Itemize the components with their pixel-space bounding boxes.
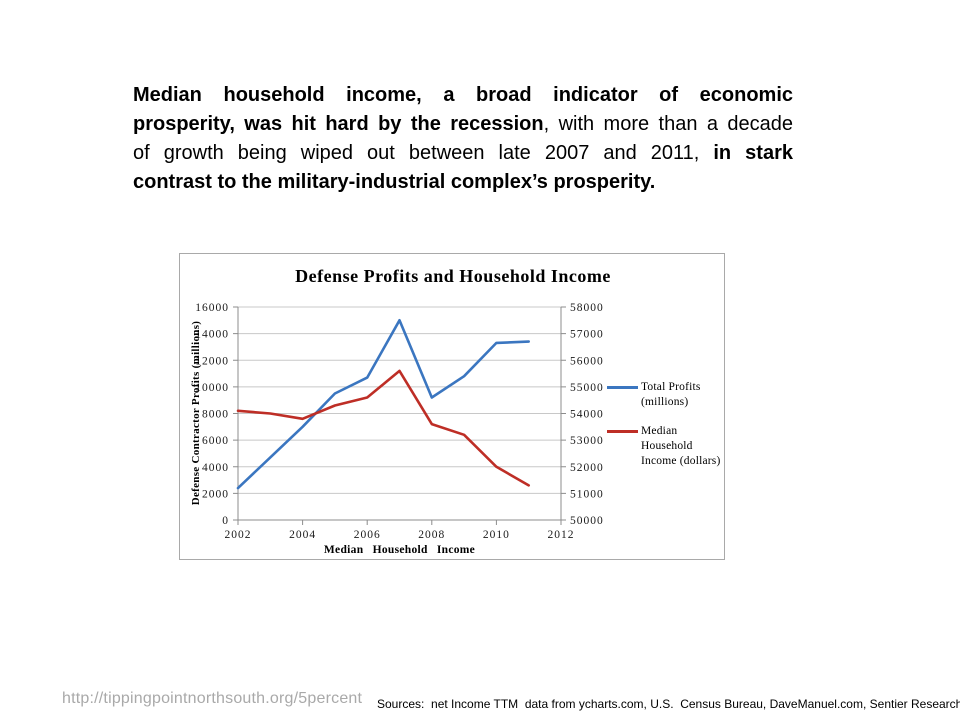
series-line-total-profits-millions- (236, 319, 531, 490)
footer-url-link[interactable]: http://tippingpointnorthsouth.org/5perce… (62, 690, 363, 707)
legend-label-line: Median (641, 425, 678, 437)
legend-label: Median Household Income (dollars) (641, 424, 721, 469)
legend-line-swatch (607, 430, 638, 433)
chart: 0 2000 4000 6000 8000 10000 12000 14000 16000 500… (179, 253, 725, 560)
right-axis-tick-label: 55000 (570, 382, 604, 394)
paragraph-segment: , with more than a decade (543, 113, 793, 135)
right-axis-tick-label: 52000 (570, 462, 604, 474)
left-axis-tick-label: 12000 (195, 355, 229, 367)
chart-legend: Total Profits (millions) Median Household In… (607, 380, 723, 483)
paragraph-segment: contrast to the military-industrial comp… (133, 171, 656, 193)
paragraph-line: Median household income, a broad indicat… (133, 81, 793, 110)
legend-label-line: Household (641, 440, 693, 452)
paragraph-line: contrast to the military-industrial comp… (133, 168, 793, 197)
x-axis-tick-label: 2012 (548, 529, 575, 541)
right-axis-tick-label: 50000 (570, 515, 604, 527)
right-axis-tick-label: 53000 (570, 435, 604, 447)
right-axis-tick-label: 54000 (570, 409, 604, 421)
chart-plot-area: 0 2000 4000 6000 8000 10000 12000 14000 16000 500… (195, 302, 604, 541)
right-axis-tick-label: 57000 (570, 329, 604, 341)
x-axis-tick-label: 2010 (483, 529, 510, 541)
intro-paragraph: Median household income, a broad indicat… (133, 81, 793, 197)
right-axis-tick-label: 56000 (570, 355, 604, 367)
legend-item-median-household-income-dollars-: Median Household Income (dollars) (607, 424, 723, 469)
paragraph-segment: of growth being wiped out between late 2… (133, 142, 714, 164)
left-axis-tick-label: 6000 (202, 435, 229, 447)
x-axis-tick-label: 2004 (289, 529, 316, 541)
left-axis-tick-label: 0 (222, 515, 229, 527)
right-axis-tick-label: 51000 (570, 488, 604, 500)
right-axis-tick-label: 58000 (570, 302, 604, 314)
chart-title: Defense Profits and Household Income (295, 266, 611, 286)
x-axis-tick-label: 2008 (418, 529, 445, 541)
legend-line-swatch (607, 386, 638, 389)
legend-label-line: (millions) (641, 396, 689, 408)
x-axis-tick-label: 2002 (225, 529, 252, 541)
paragraph-line: of growth being wiped out between late 2… (133, 139, 793, 168)
left-axis-tick-label: 10000 (195, 382, 229, 394)
left-axis-tick-label: 4000 (202, 462, 229, 474)
x-axis-title: Median Household Income (323, 544, 476, 556)
left-axis-tick-label: 14000 (195, 329, 229, 341)
footer-sources-text: Sources: net Income TTM data from ychart… (377, 697, 960, 711)
x-axis-tick-label: 2006 (354, 529, 381, 541)
left-axis-tick-label: 8000 (202, 409, 229, 421)
legend-label-line: Income (dollars) (641, 455, 721, 467)
paragraph-segment: prosperity, was hit hard by the recessio… (133, 113, 544, 135)
legend-label-line: Total Profits (641, 381, 701, 393)
left-axis-tick-label: 2000 (202, 488, 229, 500)
paragraph-segment: Median household income, a broad indicat… (133, 84, 793, 106)
paragraph-line: prosperity, was hit hard by the recessio… (133, 110, 793, 139)
left-axis-tick-label: 16000 (195, 302, 229, 314)
left-axis-title: Defense Contractor Profits (millions) (190, 320, 202, 506)
legend-item-total-profits-millions-: Total Profits (millions) (607, 380, 723, 410)
paragraph-segment: in stark (713, 142, 793, 164)
series-line-median-household-income-dollars- (236, 369, 531, 487)
legend-label: Total Profits (millions) (641, 380, 701, 410)
